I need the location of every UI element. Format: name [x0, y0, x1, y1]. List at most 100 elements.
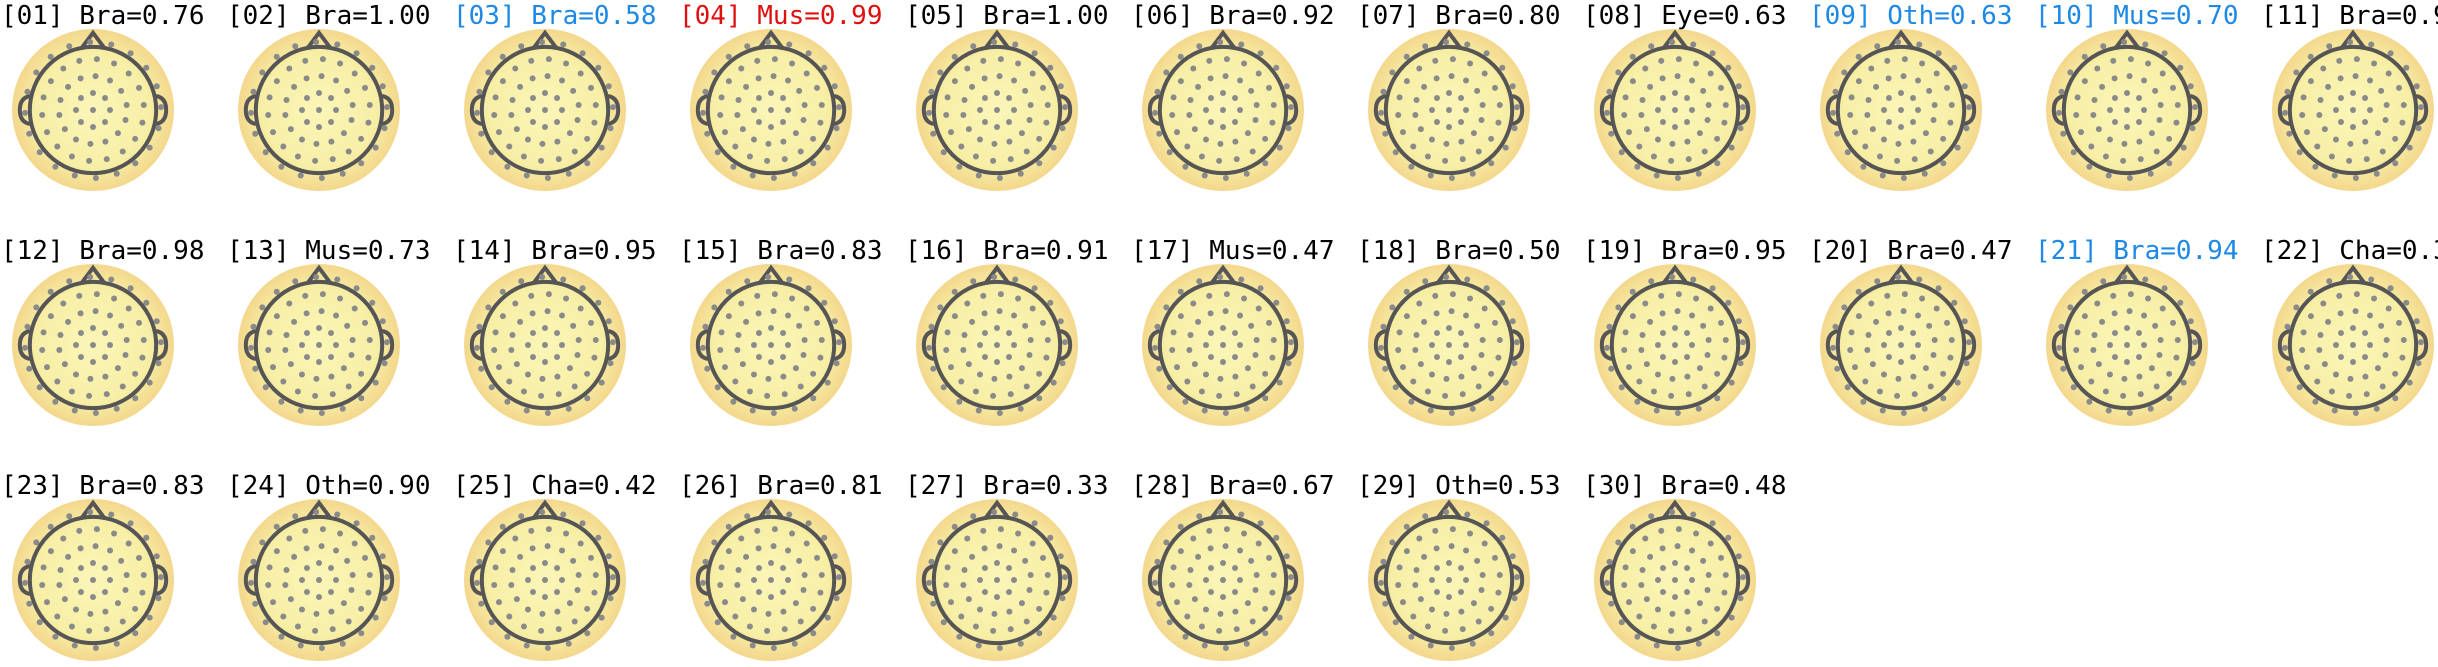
- electrode: [107, 77, 114, 84]
- electrode: [381, 125, 388, 132]
- electrode: [1648, 278, 1655, 285]
- head-outline: [1835, 44, 1967, 176]
- electrode: [90, 107, 96, 113]
- electrode: [1965, 339, 1972, 346]
- electrode: [2095, 126, 2102, 133]
- electrode: [2352, 73, 2359, 80]
- electrode: [1191, 361, 1198, 368]
- electrode: [2159, 305, 2166, 312]
- electrode: [1006, 94, 1013, 101]
- electrode: [513, 126, 520, 133]
- electrode: [2100, 43, 2107, 50]
- electrode: [2090, 347, 2097, 354]
- electrode: [2166, 395, 2173, 402]
- electrode: [1011, 77, 1018, 84]
- electrode: [1207, 75, 1214, 82]
- head-outline: [1157, 44, 1289, 176]
- electrode: [770, 409, 777, 416]
- electrode: [492, 564, 499, 571]
- electrode: [77, 94, 84, 101]
- electrode: [491, 111, 498, 118]
- electrode: [1232, 564, 1239, 571]
- right-ear: [1737, 94, 1751, 126]
- electrode: [1948, 102, 1955, 109]
- electrode: [283, 96, 290, 103]
- electrode: [1276, 614, 1283, 621]
- electrode: [508, 112, 515, 119]
- electrode: [54, 378, 61, 385]
- electrode: [2328, 153, 2335, 160]
- electrode: [1693, 530, 1700, 537]
- electrode: [286, 65, 293, 72]
- electrode: [512, 300, 519, 307]
- electrode: [316, 359, 322, 366]
- electrode: [2307, 53, 2314, 60]
- electrode: [1270, 337, 1277, 344]
- electrode: [1190, 65, 1197, 72]
- electrode: [1287, 339, 1294, 346]
- electrode: [1177, 53, 1184, 60]
- electrode: [1868, 65, 1875, 72]
- electrode: [1653, 407, 1660, 414]
- head-outline: [2061, 279, 2193, 411]
- electrode: [964, 535, 971, 542]
- electrode: [2110, 57, 2117, 64]
- electrode: [2161, 50, 2168, 57]
- electrode: [1653, 172, 1660, 179]
- electrode: [1448, 73, 1455, 80]
- electrode: [1232, 373, 1239, 380]
- electrode: [252, 600, 259, 607]
- electrode: [817, 589, 824, 596]
- electrode: [704, 600, 711, 607]
- electrode: [262, 149, 269, 156]
- electrode: [563, 60, 570, 67]
- electrode: [1654, 136, 1661, 143]
- electrode: [1396, 564, 1403, 571]
- electrode: [1253, 571, 1260, 578]
- electrode: [609, 339, 616, 346]
- electrode: [298, 371, 305, 378]
- electrode: [607, 595, 614, 602]
- electrode: [554, 329, 561, 336]
- electrode: [824, 614, 831, 621]
- electrode: [539, 39, 546, 46]
- electrode: [1422, 278, 1429, 285]
- electrode: [2074, 329, 2081, 336]
- nose: [1661, 264, 1689, 286]
- electrode: [1621, 346, 1628, 353]
- electrode: [768, 107, 774, 113]
- electrode: [542, 89, 548, 96]
- electrode: [833, 360, 840, 367]
- electrode: [943, 111, 950, 118]
- left-ear: [469, 564, 483, 596]
- electrode: [1847, 111, 1854, 118]
- electrode: [1059, 125, 1066, 132]
- electrode: [1629, 288, 1636, 295]
- electrode: [598, 144, 605, 151]
- electrode: [2153, 383, 2160, 390]
- electrode: [1860, 398, 1867, 405]
- electrode: [1674, 308, 1681, 315]
- electrode: [1163, 304, 1170, 311]
- electrode: [584, 135, 591, 142]
- electrode: [1898, 124, 1904, 131]
- electrode: [68, 388, 75, 395]
- electrode: [499, 53, 506, 60]
- electrode: [738, 65, 745, 72]
- electrode: [591, 119, 598, 126]
- electrode: [1869, 126, 1876, 133]
- left-ear: [2277, 329, 2291, 361]
- electrode: [47, 313, 54, 320]
- electrode: [1927, 148, 1934, 155]
- electrode: [1433, 75, 1440, 82]
- electrode: [337, 60, 344, 67]
- electrode: [960, 112, 967, 119]
- electrode: [592, 572, 599, 579]
- electrode: [76, 292, 83, 299]
- component: [22] Cha=0.38: [2261, 236, 2438, 426]
- electrode: [976, 577, 983, 583]
- electrode: [1287, 104, 1294, 111]
- electrode: [273, 288, 280, 295]
- electrode: [1735, 83, 1742, 90]
- electrode: [579, 50, 586, 57]
